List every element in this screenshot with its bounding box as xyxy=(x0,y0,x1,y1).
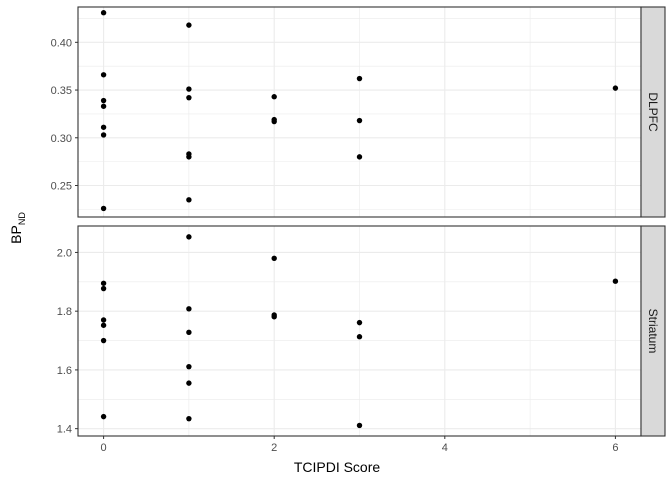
data-point xyxy=(100,72,107,78)
y-tick-label: 2.0 xyxy=(57,247,72,259)
data-point xyxy=(186,329,192,336)
facet-strip xyxy=(640,6,666,218)
data-point xyxy=(271,255,277,262)
y-axis-title: BPND xyxy=(8,212,27,244)
data-point xyxy=(356,319,363,326)
y-tick-label: 1.8 xyxy=(57,306,72,318)
data-point xyxy=(100,205,107,212)
y-tick-label: 0.40 xyxy=(51,37,72,49)
y-tick-label: 0.35 xyxy=(51,85,72,97)
data-point xyxy=(186,363,192,370)
data-point xyxy=(271,118,277,125)
x-tick-label: 2 xyxy=(271,442,277,454)
data-point xyxy=(186,86,192,92)
x-tick-label: 0 xyxy=(101,442,107,454)
data-point xyxy=(356,154,363,160)
data-point xyxy=(100,124,107,130)
data-point xyxy=(356,334,363,340)
data-point xyxy=(271,314,277,320)
panel-striatum: 1.4 1.6 1.8 2.0 Striatum 0 2 4 6 xyxy=(57,225,666,454)
data-point xyxy=(186,380,192,386)
data-point xyxy=(271,94,277,100)
data-point xyxy=(100,132,107,138)
x-tick-label: 6 xyxy=(612,442,618,454)
data-point xyxy=(186,154,192,160)
data-point xyxy=(100,103,107,109)
data-point xyxy=(100,322,107,328)
y-tick-label: 0.25 xyxy=(51,181,72,193)
data-point xyxy=(186,415,192,422)
data-point xyxy=(612,85,619,91)
y-tick-label: 1.4 xyxy=(57,424,72,436)
facet-strip-label: DLPFC xyxy=(646,92,660,132)
data-point xyxy=(186,22,192,28)
data-point xyxy=(612,278,619,284)
x-tick-label: 4 xyxy=(442,442,448,454)
data-point xyxy=(356,117,363,124)
y-axis-title-subscript: ND xyxy=(17,212,27,225)
data-point xyxy=(100,413,107,420)
data-point xyxy=(100,10,107,16)
x-axis-title: TCIPDI Score xyxy=(294,459,381,475)
panel-dlpfc: 0.25 0.30 0.35 0.40 DLPFC xyxy=(51,6,666,218)
data-point xyxy=(100,97,107,104)
data-point xyxy=(356,75,363,82)
y-tick-label: 1.6 xyxy=(57,365,72,377)
data-point xyxy=(100,317,107,323)
panels-layer: 0.25 0.30 0.35 0.40 DLPFC 1.4 1.6 1.8 2.0 Striatu… xyxy=(51,6,666,454)
facet-strip-label: Striatum xyxy=(646,309,660,354)
facet-strip xyxy=(640,225,666,437)
data-point xyxy=(100,280,107,286)
y-tick-label: 0.30 xyxy=(51,133,72,145)
data-point xyxy=(100,285,107,292)
y-axis-title-main: BP xyxy=(8,225,24,244)
data-point xyxy=(186,197,192,203)
data-point xyxy=(186,234,192,240)
data-point xyxy=(186,306,192,312)
data-point xyxy=(356,422,363,429)
data-point xyxy=(100,337,107,344)
data-point xyxy=(186,94,192,101)
